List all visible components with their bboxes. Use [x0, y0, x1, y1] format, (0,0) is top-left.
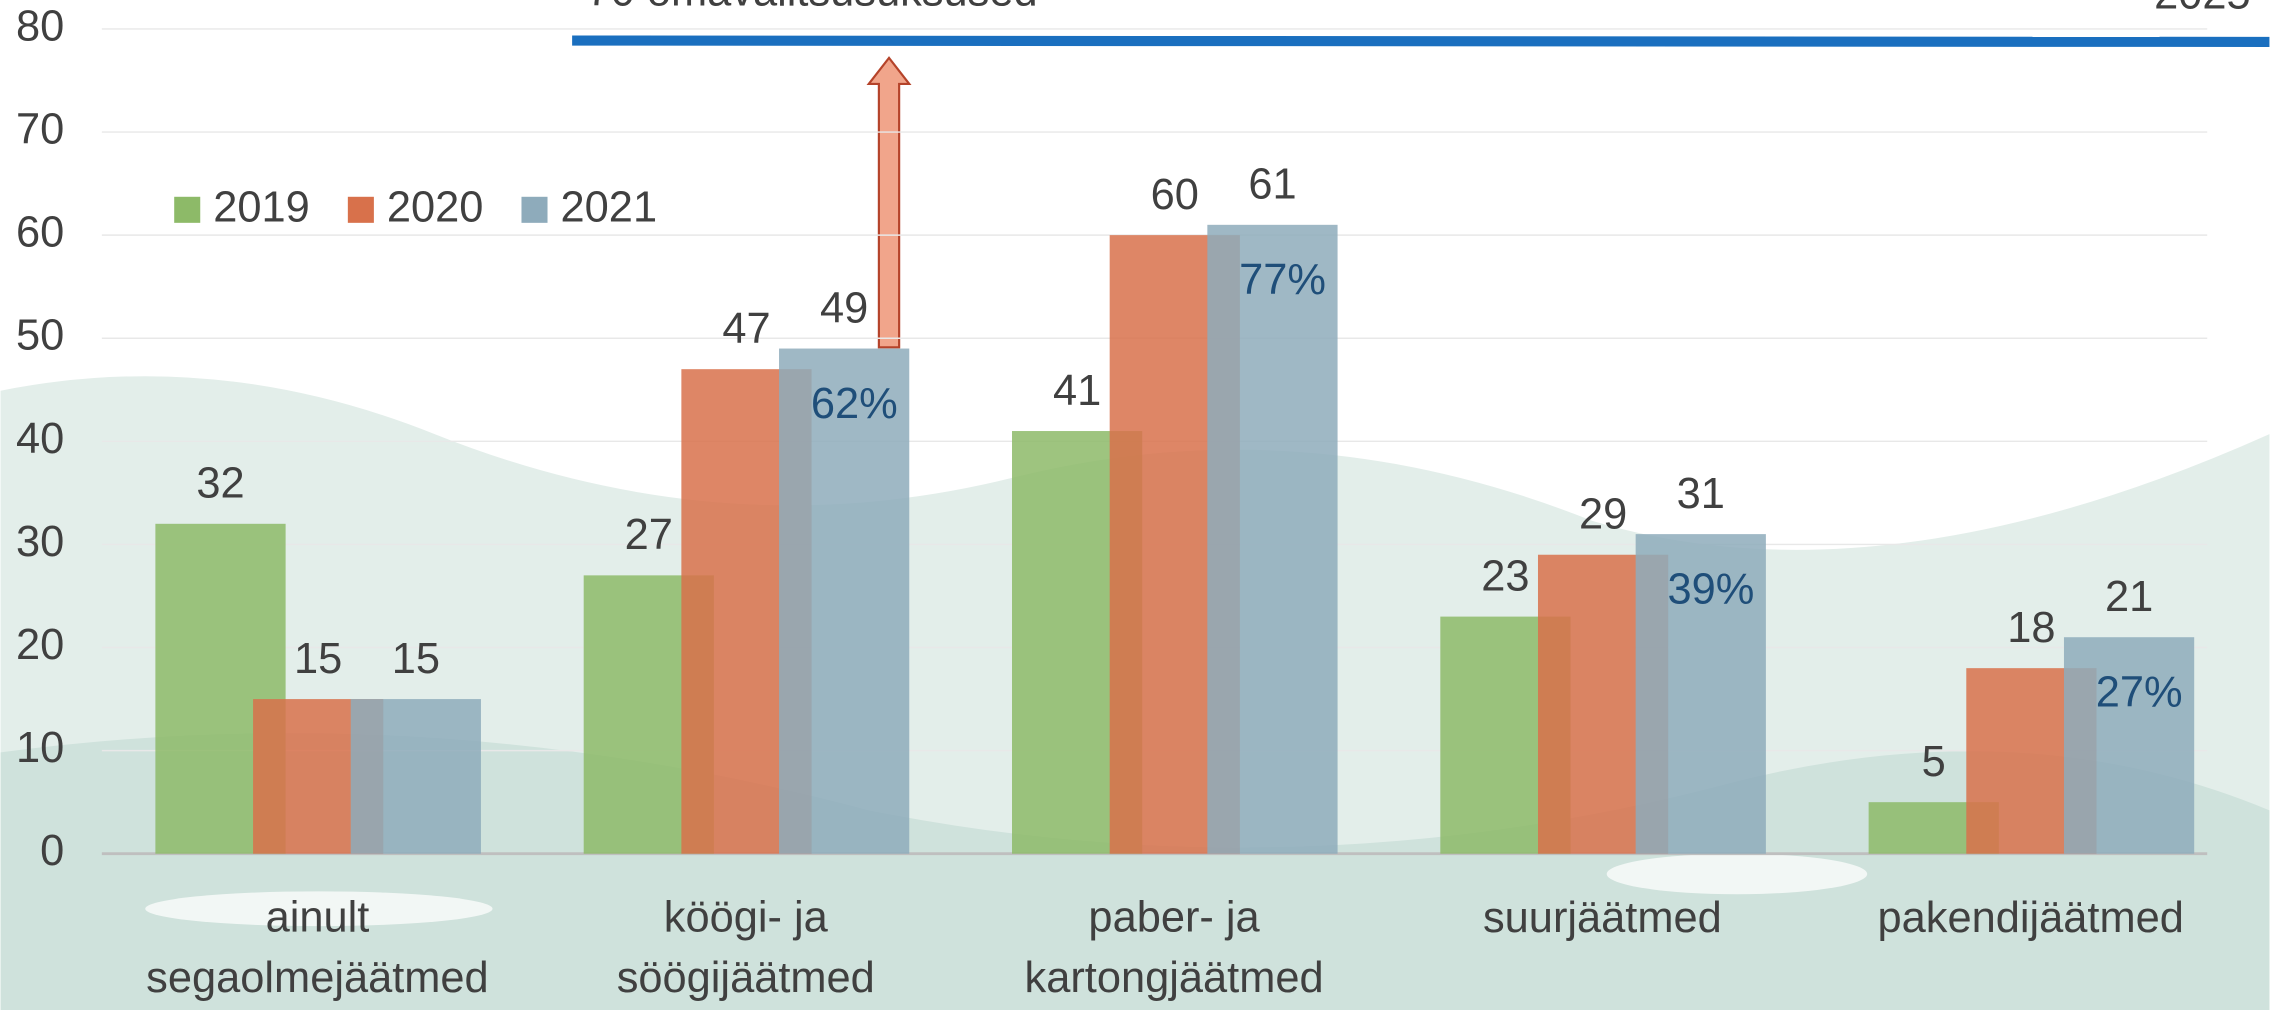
x-tick-label: köögi- ja söögijäätmed [617, 894, 875, 1003]
data-label: 18 [2007, 604, 2055, 652]
y-tick-label: 60 [16, 209, 64, 257]
share-label: 39% [1667, 565, 1754, 613]
legend-label: 2021 [561, 183, 658, 231]
plot: 0 10 20 30 40 50 60 70 80 32 15 15 ainult segaolmejää… [16, 2, 2208, 1003]
y-tick-label: 50 [16, 312, 64, 360]
annotation: 70 omavalitsusüksused [587, 0, 1038, 16]
y-tick-label: 20 [16, 621, 64, 669]
data-label: 41 [1053, 367, 1101, 415]
data-label: 15 [392, 635, 440, 683]
bar [1207, 224, 1338, 854]
share-label: 77% [1239, 256, 1326, 304]
data-label: 31 [1677, 470, 1725, 518]
data-label: 32 [196, 460, 244, 508]
data-label: 60 [1151, 171, 1199, 219]
legend-label: 2019 [213, 183, 310, 231]
data-label: 5 [1922, 738, 1946, 786]
data-label: 61 [1248, 161, 1296, 209]
x-tick-label: ainult segaolmejäätmed [146, 894, 489, 1003]
data-label: 49 [820, 284, 868, 332]
arrow [866, 56, 912, 349]
annotation: 2025 [2154, 0, 2251, 19]
x-tick-label: suurjäätmed [1483, 894, 1722, 942]
legend-swatch [521, 196, 548, 223]
share-label: 27% [2096, 669, 2183, 717]
share-label: 62% [811, 380, 898, 428]
y-tick-label: 40 [16, 415, 64, 463]
data-label: 23 [1481, 552, 1529, 600]
bar [350, 699, 481, 854]
data-label: 27 [625, 511, 673, 559]
bar [1635, 534, 1766, 854]
legend-label: 2020 [387, 183, 484, 231]
y-tick-label: 70 [16, 106, 64, 154]
y-tick-label: 0 [40, 827, 64, 875]
data-label: 47 [722, 305, 770, 353]
target-line [572, 35, 2270, 48]
x-tick-label: paber- ja kartongjäätmed [1025, 894, 1324, 1003]
legend-swatch [174, 196, 201, 223]
data-label: 15 [294, 635, 342, 683]
y-tick-label: 30 [16, 518, 64, 566]
bar [2063, 637, 2195, 854]
data-label: 21 [2105, 573, 2153, 621]
y-tick-label: 10 [16, 724, 64, 772]
x-tick-label: pakendijäätmed [1878, 894, 2184, 942]
bar [779, 348, 910, 854]
legend-swatch [347, 196, 374, 223]
y-tick-label: 80 [16, 2, 64, 50]
data-label: 29 [1579, 491, 1627, 539]
